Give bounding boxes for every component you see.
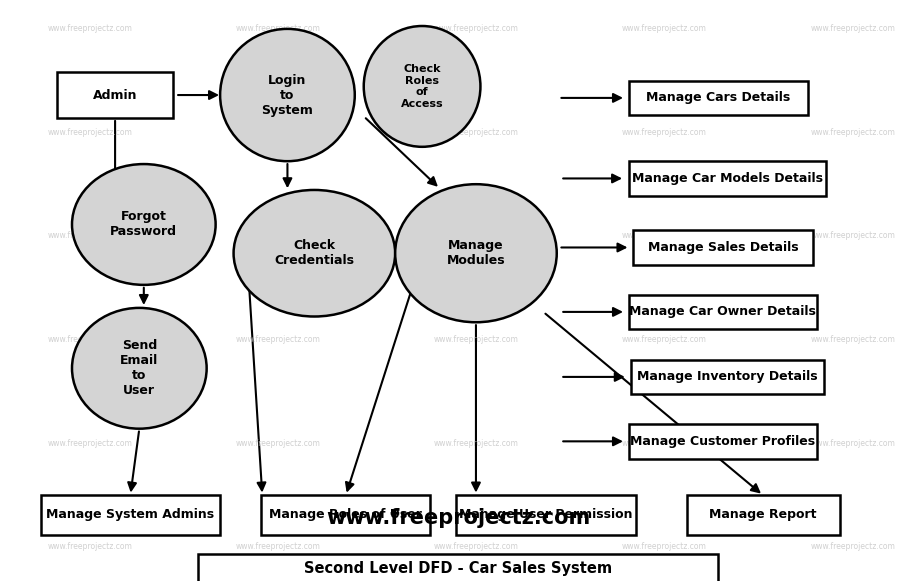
Text: Manage Sales Details: Manage Sales Details xyxy=(648,241,798,254)
Text: www.freeprojectz.com: www.freeprojectz.com xyxy=(811,438,896,447)
Text: www.freeprojectz.com: www.freeprojectz.com xyxy=(236,542,321,551)
Text: www.freeprojectz.com: www.freeprojectz.com xyxy=(622,542,707,551)
Text: www.freeprojectz.com: www.freeprojectz.com xyxy=(811,231,896,241)
Text: Second Level DFD - Car Sales System: Second Level DFD - Car Sales System xyxy=(304,561,612,576)
Text: www.freeprojectz.com: www.freeprojectz.com xyxy=(622,128,707,137)
Ellipse shape xyxy=(364,26,481,147)
Text: www.freeprojectz.com: www.freeprojectz.com xyxy=(433,231,518,241)
Ellipse shape xyxy=(395,184,557,322)
Text: www.freeprojectz.com: www.freeprojectz.com xyxy=(433,542,518,551)
Text: www.freeprojectz.com: www.freeprojectz.com xyxy=(622,335,707,344)
Text: Manage User Permission: Manage User Permission xyxy=(459,508,633,521)
Text: Manage System Admins: Manage System Admins xyxy=(47,508,214,521)
Text: www.freeprojectz.com: www.freeprojectz.com xyxy=(48,335,133,344)
FancyBboxPatch shape xyxy=(57,72,173,118)
Text: Check
Credentials: Check Credentials xyxy=(275,239,354,267)
Text: Manage Roles of User: Manage Roles of User xyxy=(269,508,422,521)
Text: www.freeprojectz.com: www.freeprojectz.com xyxy=(48,231,133,241)
Text: www.freeprojectz.com: www.freeprojectz.com xyxy=(433,438,518,447)
Text: Manage Customer Profiles: Manage Customer Profiles xyxy=(630,435,815,448)
Text: www.freeprojectz.com: www.freeprojectz.com xyxy=(622,438,707,447)
FancyBboxPatch shape xyxy=(198,554,718,583)
Ellipse shape xyxy=(72,164,215,285)
Text: www.freeprojectz.com: www.freeprojectz.com xyxy=(622,25,707,33)
FancyBboxPatch shape xyxy=(456,495,636,535)
Text: www.freeprojectz.com: www.freeprojectz.com xyxy=(48,438,133,447)
Text: Check
Roles
of
Access: Check Roles of Access xyxy=(401,64,443,109)
Text: Manage Car Models Details: Manage Car Models Details xyxy=(632,172,823,185)
FancyBboxPatch shape xyxy=(261,495,431,535)
FancyBboxPatch shape xyxy=(628,424,817,458)
Text: www.freeprojectz.com: www.freeprojectz.com xyxy=(236,128,321,137)
Text: Manage Inventory Details: Manage Inventory Details xyxy=(637,370,818,383)
FancyBboxPatch shape xyxy=(628,295,817,329)
Text: www.freeprojectz.com: www.freeprojectz.com xyxy=(236,25,321,33)
Text: www.freeprojectz.com: www.freeprojectz.com xyxy=(236,231,321,241)
Text: www.freeprojectz.com: www.freeprojectz.com xyxy=(622,231,707,241)
Ellipse shape xyxy=(234,190,395,316)
Text: www.freeprojectz.com: www.freeprojectz.com xyxy=(236,438,321,447)
Text: Manage Cars Details: Manage Cars Details xyxy=(646,92,791,104)
Text: Send
Email
to
User: Send Email to User xyxy=(120,339,158,397)
Text: Login
to
System: Login to System xyxy=(261,73,313,117)
Text: Manage Car Owner Details: Manage Car Owner Details xyxy=(629,305,816,318)
Text: www.freeprojectz.com: www.freeprojectz.com xyxy=(811,335,896,344)
Text: www.freeprojectz.com: www.freeprojectz.com xyxy=(236,335,321,344)
Ellipse shape xyxy=(72,308,207,429)
FancyBboxPatch shape xyxy=(40,495,220,535)
FancyBboxPatch shape xyxy=(628,80,808,115)
FancyBboxPatch shape xyxy=(628,161,826,195)
Ellipse shape xyxy=(220,29,354,161)
Text: www.freeprojectz.com: www.freeprojectz.com xyxy=(326,508,590,528)
Text: www.freeprojectz.com: www.freeprojectz.com xyxy=(433,25,518,33)
FancyBboxPatch shape xyxy=(631,360,823,394)
FancyBboxPatch shape xyxy=(687,495,840,535)
Text: www.freeprojectz.com: www.freeprojectz.com xyxy=(433,128,518,137)
Text: www.freeprojectz.com: www.freeprojectz.com xyxy=(811,542,896,551)
Text: www.freeprojectz.com: www.freeprojectz.com xyxy=(48,25,133,33)
Text: Manage Report: Manage Report xyxy=(710,508,817,521)
Text: www.freeprojectz.com: www.freeprojectz.com xyxy=(433,335,518,344)
Text: www.freeprojectz.com: www.freeprojectz.com xyxy=(811,25,896,33)
Text: Forgot
Password: Forgot Password xyxy=(110,211,178,238)
Text: www.freeprojectz.com: www.freeprojectz.com xyxy=(48,542,133,551)
Text: Manage
Modules: Manage Modules xyxy=(447,239,506,267)
Text: Admin: Admin xyxy=(93,89,137,102)
Text: www.freeprojectz.com: www.freeprojectz.com xyxy=(48,128,133,137)
Text: www.freeprojectz.com: www.freeprojectz.com xyxy=(811,128,896,137)
FancyBboxPatch shape xyxy=(633,230,812,265)
